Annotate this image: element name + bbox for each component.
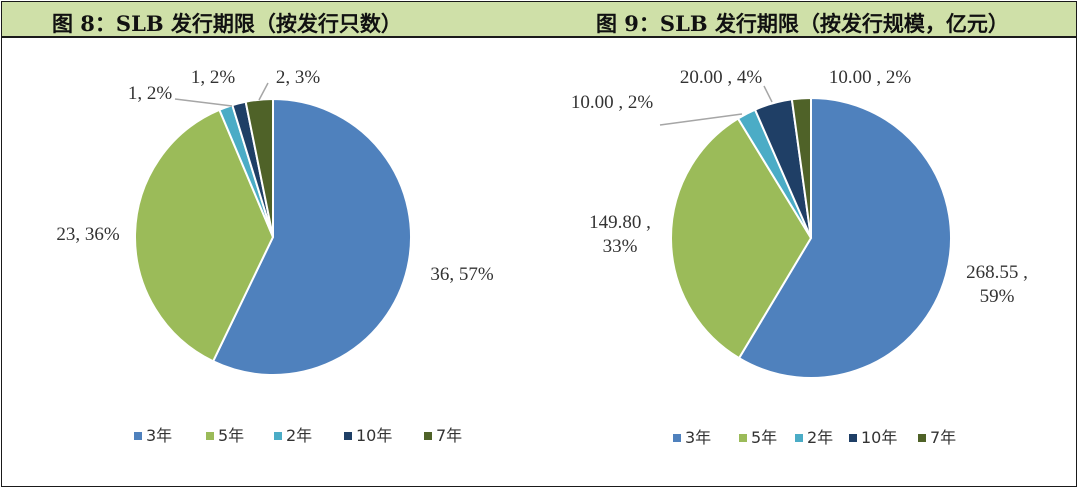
title-band: 图 8：SLB 发行期限（按发行只数） 图 9：SLB 发行期限（按发行规模，亿… — [2, 2, 1076, 38]
data-label-5年: 23, 36% — [56, 224, 120, 245]
legend-swatch-3年 — [673, 434, 681, 442]
pie-slice-3年 — [211, 97, 412, 376]
data-label-10年: 20.00 , 4% — [680, 67, 763, 88]
leader-line — [659, 113, 743, 126]
legend-swatch-7年 — [424, 432, 432, 440]
pie-chart-2: 268.55 , 59% 149.80 , 33% 10.00 , 2% 20.00 , … — [571, 67, 1028, 447]
legend-swatch-10年 — [849, 434, 857, 442]
legend-label-10年: 10年 — [356, 426, 392, 445]
pie-slice-7年 — [790, 96, 812, 239]
legend-label-7年: 7年 — [436, 426, 462, 445]
legend-swatch-3年 — [134, 432, 142, 440]
legend-label-10年: 10年 — [861, 428, 897, 447]
legend-swatch-2年 — [795, 434, 803, 442]
legend-label-2年: 2年 — [286, 426, 312, 445]
legend-label-3年: 3年 — [146, 426, 172, 445]
pie-slice-3年 — [737, 96, 952, 379]
data-label-10年: 1, 2% — [191, 67, 236, 88]
legend-label-3年: 3年 — [685, 428, 711, 447]
leader-line — [258, 82, 269, 101]
legend-swatch-10年 — [344, 432, 352, 440]
legend-label-2年: 2年 — [807, 428, 833, 447]
data-label-7年: 2, 3% — [276, 67, 321, 88]
data-label-7年: 10.00 , 2% — [829, 67, 912, 88]
legend-label-5年: 5年 — [751, 428, 777, 447]
chart-title-right: 图 9：SLB 发行期限（按发行规模，亿元） — [596, 11, 1009, 36]
pie-slice-5年 — [670, 117, 813, 360]
legend-label-5年: 5年 — [218, 426, 244, 445]
chart-title-left: 图 8：SLB 发行期限（按发行只数） — [52, 11, 402, 36]
data-label-2年: 1, 2% — [128, 83, 173, 104]
pie-slice-5年 — [134, 108, 275, 363]
legend-swatch-5年 — [206, 432, 214, 440]
legend-swatch-5年 — [739, 434, 747, 442]
data-label-3年: 36, 57% — [430, 264, 494, 285]
data-label-3年: 268.55 , 59% — [966, 262, 1028, 307]
pie-chart-1: 36, 57% 23, 36% 1, 2% 1, 2% 2, 3% 3年 5年 2年 10年 7年 — [56, 67, 494, 445]
legend-swatch-7年 — [918, 434, 926, 442]
data-label-2年: 10.00 , 2% — [571, 92, 654, 113]
legend-label-7年: 7年 — [930, 428, 956, 447]
leader-line — [763, 85, 773, 103]
data-label-5年: 149.80 , 33% — [589, 212, 651, 257]
leader-line — [174, 98, 233, 107]
legend-swatch-2年 — [274, 432, 282, 440]
